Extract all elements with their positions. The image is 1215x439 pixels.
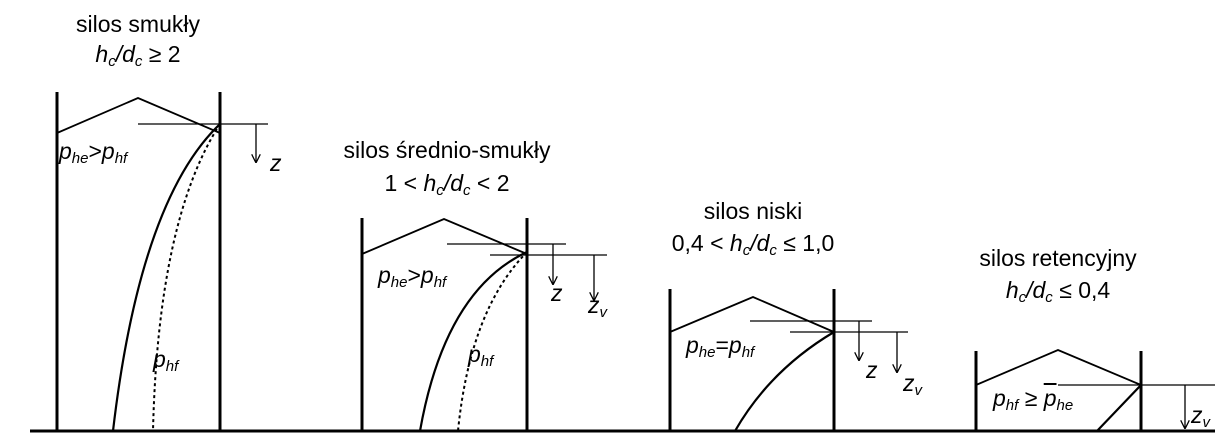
- zv-axis-label: zv: [588, 292, 607, 321]
- panel-ratio: hc/dc ≤ 0,4: [1005, 277, 1111, 306]
- pressure-relation-label: phe=phf: [686, 332, 755, 361]
- z-axis-label: z: [270, 150, 282, 176]
- panel-title: silos niski: [703, 198, 803, 224]
- panel-ratio: 0,4 < hc/dc ≤ 1,0: [671, 230, 835, 259]
- curve-label: phf: [153, 346, 179, 375]
- material-surface-cone: [361, 218, 528, 255]
- silo-intermediate: [360, 218, 607, 432]
- pressure-curve-hf: [457, 251, 528, 432]
- silo-slender: [55, 92, 268, 432]
- zv-axis-label: zv: [903, 370, 922, 399]
- pressure-relation-label: phf ≥ phe: [993, 385, 1074, 414]
- pressure-curve-he: [111, 123, 221, 432]
- pressure-relation-label: phe>phf: [378, 262, 447, 291]
- pressure-curve-he: [734, 331, 835, 432]
- z-axis-label: z: [551, 280, 563, 306]
- zv-axis-label: zv: [1191, 402, 1210, 431]
- pressure-line-he: [1096, 384, 1142, 432]
- silo-squat: [668, 289, 908, 432]
- panel-title: silos smukły: [76, 11, 200, 37]
- pressure-relation-label: phe>phf: [59, 138, 128, 167]
- curve-label: phf: [468, 341, 494, 370]
- material-surface-cone: [56, 97, 221, 134]
- panel-title: silos retencyjny: [979, 245, 1137, 271]
- material-surface-cone: [975, 349, 1142, 386]
- material-surface-cone: [669, 296, 835, 333]
- z-axis-label: z: [866, 357, 878, 383]
- silo-retaining: [974, 349, 1215, 432]
- pressure-curve-he: [418, 251, 528, 432]
- panel-ratio: 1 < hc/dc < 2: [384, 170, 510, 199]
- panel-ratio: hc/dc ≥ 2: [95, 41, 181, 70]
- pressure-curve-hf: [152, 123, 221, 432]
- panel-title: silos średnio-smukły: [343, 137, 551, 163]
